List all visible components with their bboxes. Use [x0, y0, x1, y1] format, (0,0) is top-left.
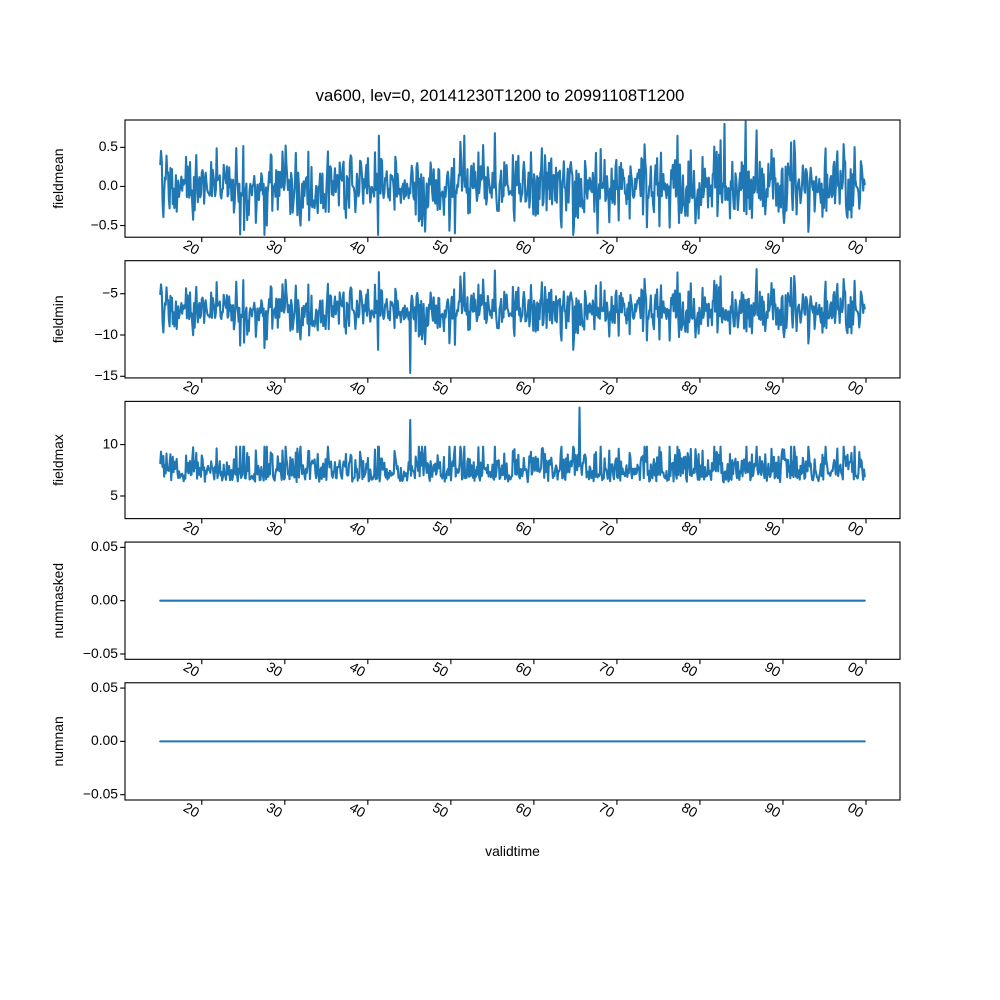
svg-text:90: 90 [762, 799, 784, 821]
svg-text:80: 80 [679, 377, 701, 399]
svg-text:80: 80 [679, 658, 701, 680]
svg-text:20: 20 [181, 518, 203, 540]
svg-text:50: 50 [430, 518, 452, 540]
svg-text:70: 70 [596, 518, 618, 540]
svg-text:70: 70 [596, 377, 618, 399]
svg-text:50: 50 [430, 377, 452, 399]
svg-text:0.05: 0.05 [91, 538, 118, 554]
svg-text:−0.5: −0.5 [91, 216, 119, 232]
svg-text:0.0: 0.0 [99, 177, 119, 193]
svg-text:−0.05: −0.05 [83, 785, 118, 801]
svg-text:50: 50 [430, 658, 452, 680]
svg-text:40: 40 [347, 518, 369, 540]
svg-text:−5: −5 [102, 285, 118, 301]
svg-text:90: 90 [762, 518, 784, 540]
svg-text:5: 5 [110, 487, 118, 503]
svg-text:40: 40 [347, 799, 369, 821]
svg-text:−10: −10 [94, 326, 118, 342]
svg-text:30: 30 [264, 236, 286, 258]
svg-text:90: 90 [762, 377, 784, 399]
svg-text:80: 80 [679, 799, 701, 821]
svg-text:−15: −15 [94, 367, 118, 383]
svg-text:va600, lev=0, 20141230T1200 to: va600, lev=0, 20141230T1200 to 20991108T… [316, 86, 685, 105]
svg-text:20: 20 [181, 799, 203, 821]
svg-text:fieldmin: fieldmin [50, 295, 66, 343]
svg-text:00: 00 [845, 518, 867, 540]
svg-text:30: 30 [264, 518, 286, 540]
svg-text:40: 40 [347, 236, 369, 258]
svg-text:10: 10 [103, 435, 119, 451]
svg-text:fieldmean: fieldmean [50, 149, 66, 209]
svg-text:80: 80 [679, 236, 701, 258]
svg-text:20: 20 [181, 377, 203, 399]
svg-text:00: 00 [845, 799, 867, 821]
svg-text:60: 60 [513, 518, 535, 540]
svg-text:40: 40 [347, 377, 369, 399]
svg-text:30: 30 [264, 799, 286, 821]
svg-text:60: 60 [513, 658, 535, 680]
svg-text:30: 30 [264, 377, 286, 399]
svg-text:60: 60 [513, 236, 535, 258]
svg-text:0.5: 0.5 [99, 138, 119, 154]
svg-text:70: 70 [596, 236, 618, 258]
svg-text:50: 50 [430, 236, 452, 258]
svg-text:80: 80 [679, 518, 701, 540]
svg-text:00: 00 [845, 377, 867, 399]
svg-text:20: 20 [181, 236, 203, 258]
svg-text:50: 50 [430, 799, 452, 821]
svg-text:−0.05: −0.05 [83, 645, 118, 661]
svg-text:90: 90 [762, 236, 784, 258]
svg-text:40: 40 [347, 658, 369, 680]
svg-text:00: 00 [845, 236, 867, 258]
svg-text:00: 00 [845, 658, 867, 680]
svg-text:numnan: numnan [50, 716, 66, 766]
svg-text:70: 70 [596, 658, 618, 680]
svg-text:90: 90 [762, 658, 784, 680]
svg-text:0.00: 0.00 [91, 591, 118, 607]
svg-text:nummasked: nummasked [50, 563, 66, 639]
svg-text:validtime: validtime [485, 843, 540, 859]
svg-text:60: 60 [513, 377, 535, 399]
svg-text:fieldmax: fieldmax [50, 434, 66, 486]
svg-text:20: 20 [181, 658, 203, 680]
svg-text:30: 30 [264, 658, 286, 680]
svg-text:70: 70 [596, 799, 618, 821]
svg-text:0.00: 0.00 [91, 732, 118, 748]
svg-text:60: 60 [513, 799, 535, 821]
svg-text:0.05: 0.05 [91, 679, 118, 695]
